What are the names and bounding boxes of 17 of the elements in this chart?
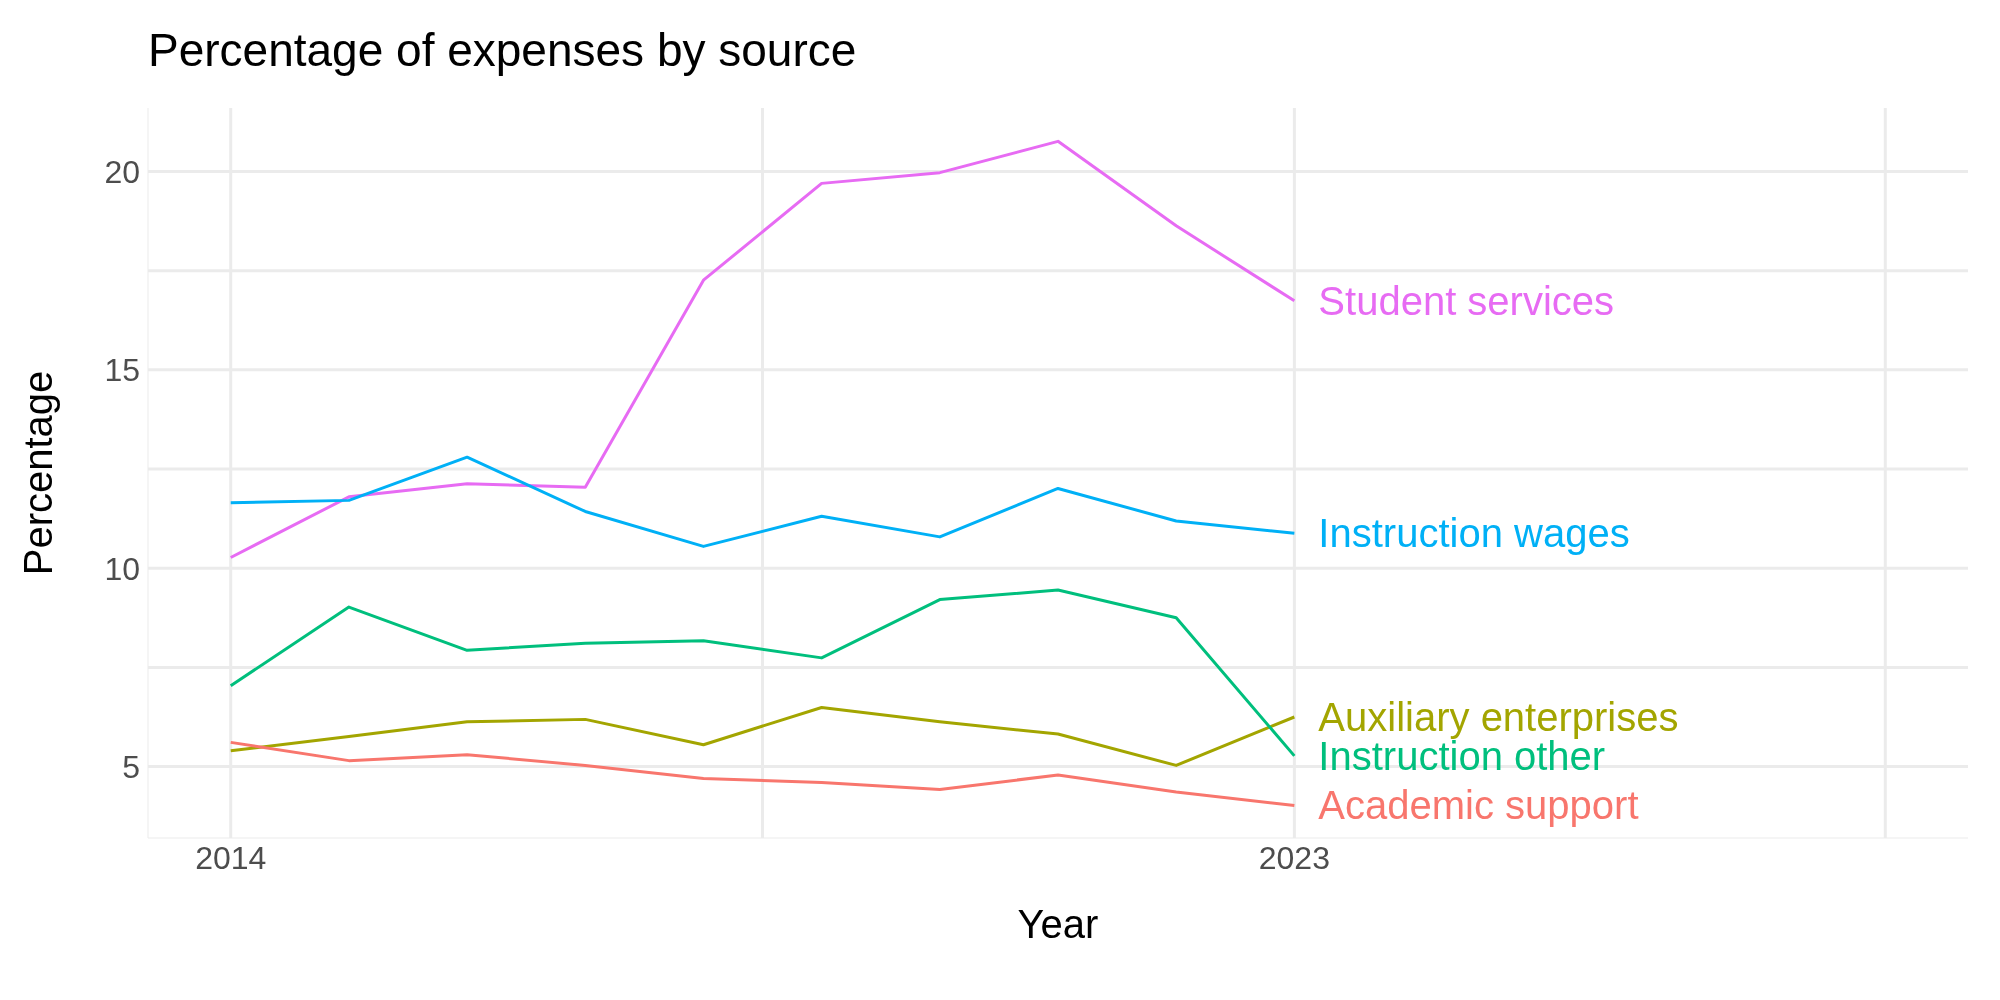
- y-tick-label: 5: [122, 748, 140, 785]
- x-tick-label: 2014: [195, 839, 267, 876]
- x-axis-title: Year: [1017, 902, 1099, 946]
- series-label: Academic support: [1318, 783, 1639, 828]
- y-tick-label: 20: [104, 153, 140, 190]
- chart-title: Percentage of expenses by source: [148, 24, 857, 76]
- x-tick-label: 2023: [1258, 839, 1330, 876]
- line-series: [229, 588, 1296, 758]
- y-tick-label: 10: [104, 550, 140, 587]
- line-series: [229, 740, 1296, 807]
- line-series: [229, 139, 1296, 560]
- line-series: [229, 455, 1296, 548]
- series-label: Student services: [1318, 278, 1615, 323]
- y-axis-title: Percentage: [16, 370, 61, 576]
- line-series: [229, 705, 1296, 767]
- series-label: Instruction wages: [1318, 511, 1630, 556]
- y-tick-label: 15: [104, 352, 140, 389]
